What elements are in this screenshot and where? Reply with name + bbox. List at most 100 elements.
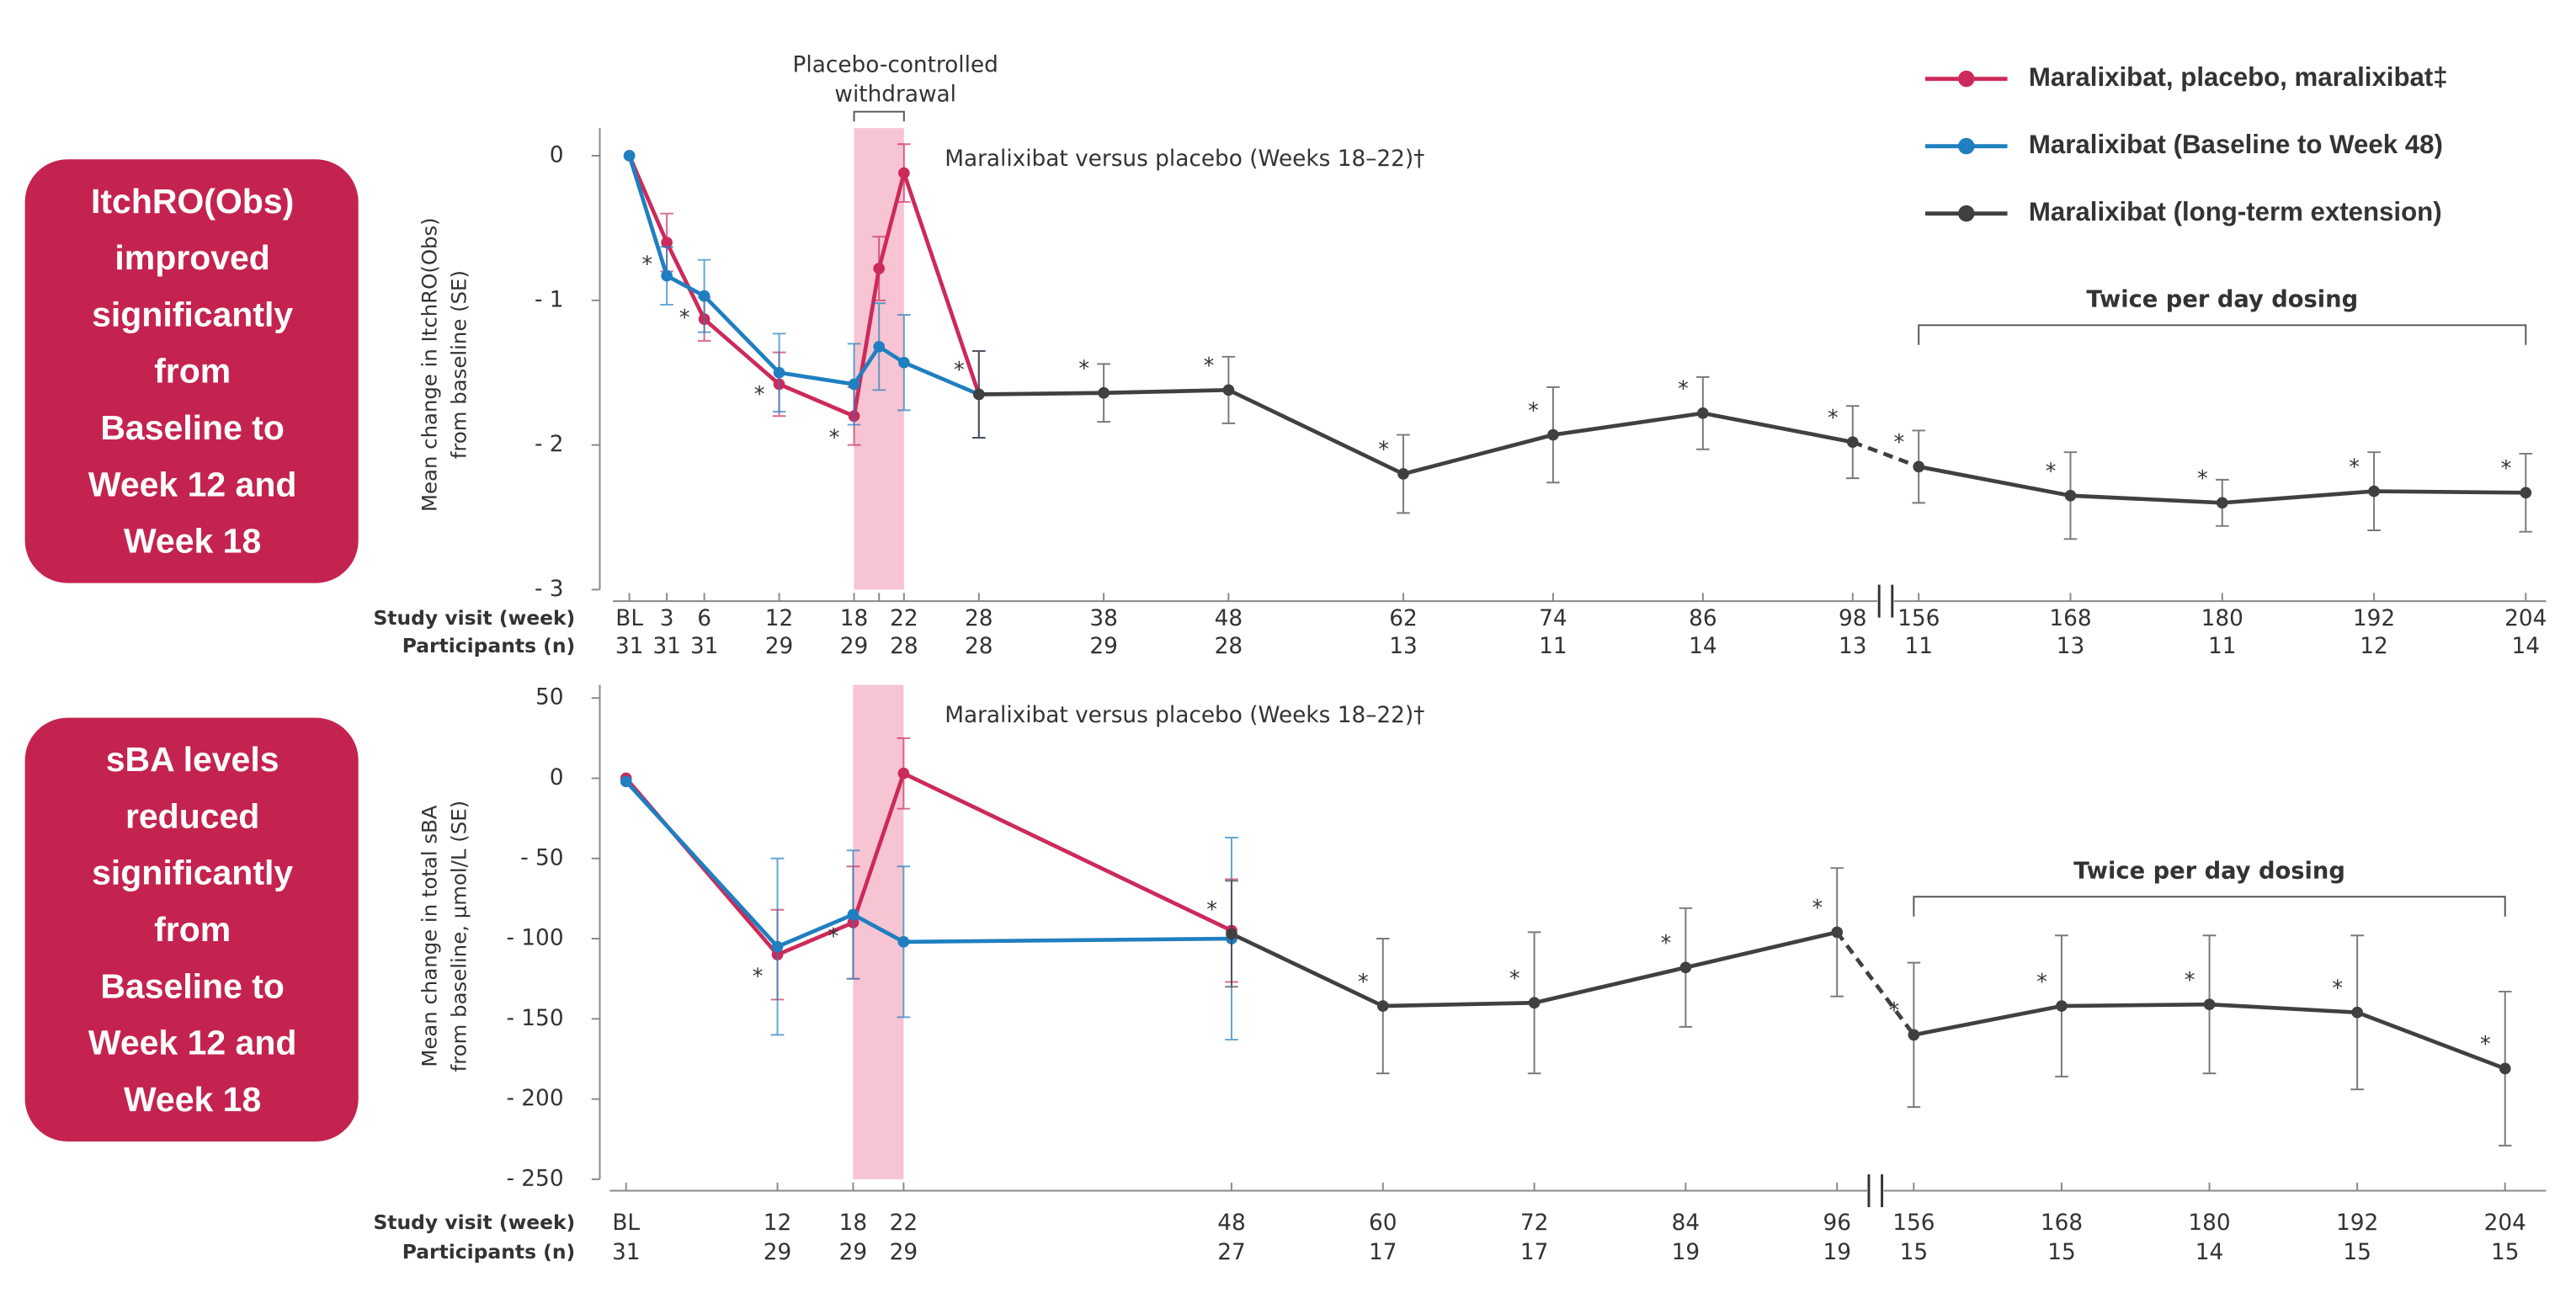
row-label: Study visit (week) [373,606,575,630]
participants-label: 11 [1539,634,1567,659]
participants-label: 14 [2512,634,2541,659]
x-tick-label: 192 [2353,606,2395,631]
y-tick-label: - 250 [506,1166,563,1191]
region-label: Placebo-controlled [793,53,998,78]
data-point [2216,497,2228,509]
x-tick-label: 48 [1217,1211,1246,1236]
participants-label: 19 [1823,1240,1851,1265]
x-tick-label: 168 [2041,1211,2083,1236]
data-point [771,940,784,953]
data-point [2520,487,2532,499]
bracket-label: Twice per day dosing [2073,859,2345,885]
significance-mark: * [1509,966,1520,991]
participants-label: 15 [2047,1240,2076,1265]
significance-mark: * [828,923,839,949]
callout-text: from [154,352,231,391]
significance-mark: * [1206,897,1217,922]
legend-dot [1958,205,1975,222]
significance-mark: * [1661,930,1672,955]
participants-label: 29 [765,634,794,659]
series-line [978,387,1854,476]
legend-dot [1958,137,1975,155]
data-point [847,908,860,921]
x-tick-label: 96 [1823,1211,1851,1236]
participants-label: 13 [1389,634,1418,659]
significance-mark: * [1078,355,1089,380]
significance-mark: * [1358,969,1369,994]
significance-mark: * [2332,975,2343,1000]
x-tick-label: 74 [1539,606,1567,631]
significance-mark: * [641,251,652,276]
data-point [773,366,785,379]
participants-label: 14 [2195,1240,2224,1265]
participants-label: 28 [1215,634,1243,659]
participants-label: 11 [2208,634,2237,659]
data-point [1226,928,1237,940]
participants-label: 28 [965,634,993,659]
break-connector [1851,439,1920,469]
data-point [1222,384,1235,396]
significance-mark: * [1204,353,1215,378]
data-point [898,356,910,369]
data-point [661,269,673,282]
data-point [1831,926,1844,939]
significance-mark: * [2480,1031,2491,1056]
y-tick-label: - 50 [520,845,563,870]
y-axis-title: from baseline (SE) [447,270,471,459]
region-label: withdrawal [834,82,956,108]
callout-text: Baseline to [100,408,285,447]
participants-label: 17 [1369,1240,1397,1265]
data-point [2064,489,2077,502]
significance-mark: * [753,963,764,988]
x-tick-label: 168 [2049,606,2091,631]
significance-mark: * [1378,437,1389,462]
callout-box [24,717,359,1141]
significance-mark: * [1889,998,1900,1023]
significance-mark: * [2501,455,2512,481]
x-tick-label: 28 [965,606,993,631]
data-point [1679,961,1692,974]
callout-text: sBA levels [106,740,279,779]
data-point [972,388,985,401]
y-tick-label: - 200 [506,1086,563,1111]
x-tick-label: 60 [1369,1211,1397,1236]
y-tick-label: 50 [535,685,564,710]
y-axis-title: Mean change in total sBA [418,805,442,1067]
data-point [898,167,910,179]
participants-label: 29 [890,1240,918,1265]
participants-label: 31 [615,634,644,659]
participants-label: 17 [1520,1240,1549,1265]
participants-label: 13 [1839,634,1867,659]
y-tick-label: - 100 [506,926,563,951]
x-tick-label: 18 [840,606,869,631]
participants-label: 31 [612,1240,641,1265]
callout-box [24,159,359,583]
significance-mark: * [829,425,840,450]
x-tick-label: 48 [1215,606,1243,631]
data-point [2056,1000,2068,1012]
callout-text: Baseline to [100,966,285,1005]
participants-label: 29 [840,634,869,659]
data-point [848,378,860,391]
y-axis-title: Mean change in ItchRO(Obs) [418,217,442,512]
y-axis-title: from baseline, μmol/L (SE) [447,801,471,1072]
row-label: Participants (n) [402,634,576,657]
participants-label: 14 [1689,634,1717,659]
x-tick-label: 3 [660,606,674,631]
data-point [2368,485,2380,498]
data-point [661,237,673,248]
bracket-label: Twice per day dosing [2086,287,2358,313]
participants-label: 13 [2057,634,2085,659]
legend-label: Maralixibat (Baseline to Week 48) [2029,130,2443,159]
x-tick-label: 180 [2201,606,2243,631]
dosing-bracket [1913,896,2506,917]
x-tick-label: 22 [890,1211,918,1236]
callout-text: significantly [92,295,293,333]
annotation: Maralixibat versus placebo (Weeks 18–22)… [945,703,1424,728]
x-tick-label: 12 [764,1211,792,1236]
data-point [1913,460,1925,473]
x-tick-label: 156 [1897,606,1940,631]
series-line [627,155,982,419]
significance-mark: * [1528,397,1539,423]
data-point [897,767,910,780]
